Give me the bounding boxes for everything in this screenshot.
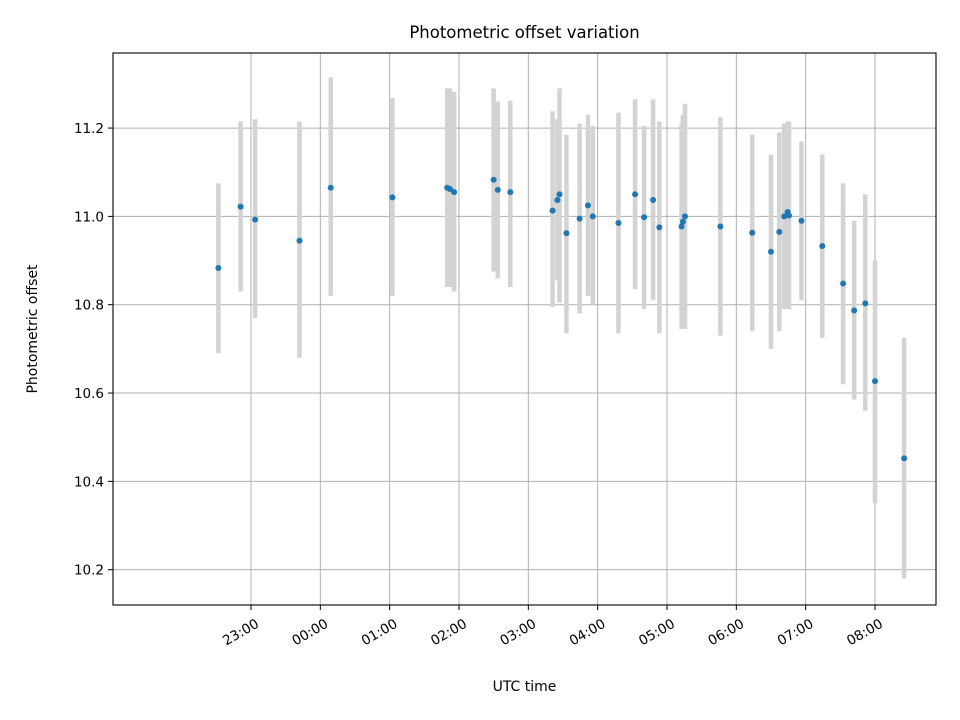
data-point <box>840 280 847 287</box>
grid <box>113 53 936 605</box>
x-tick-label: 01:00 <box>359 616 401 649</box>
data-point <box>296 237 303 244</box>
x-tick-label: 02:00 <box>428 616 470 649</box>
plot-frame <box>112 52 937 606</box>
data-point <box>819 242 826 249</box>
data-point <box>641 214 648 221</box>
data-point <box>446 186 453 193</box>
data-point <box>584 202 591 209</box>
data-point <box>871 378 878 385</box>
y-tick-label: 10.8 <box>74 298 104 314</box>
data-point <box>494 186 501 193</box>
data-point <box>678 223 685 230</box>
y-axis-label: Photometric offset <box>25 264 41 394</box>
data-point <box>215 265 222 272</box>
y-tick-label: 11.0 <box>74 209 104 225</box>
data-point <box>327 184 334 191</box>
x-tick-label: 23:00 <box>220 616 262 649</box>
x-tick-label: 00:00 <box>289 616 331 649</box>
data-point <box>717 223 724 230</box>
data-point <box>237 203 244 210</box>
y-tick-label: 10.2 <box>74 563 104 579</box>
data-point <box>563 230 570 237</box>
data-point <box>776 228 783 235</box>
data-point <box>490 176 497 183</box>
data-point <box>901 455 908 462</box>
data-point <box>632 191 639 198</box>
data-point <box>615 220 622 227</box>
y-axis: 10.2 10.4 10.6 10.8 11.0 11.2 <box>74 121 113 579</box>
y-tick-label: 10.6 <box>74 386 104 402</box>
x-tick-label: 08:00 <box>844 616 886 649</box>
data-point <box>781 213 788 220</box>
x-tick-label: 07:00 <box>775 616 817 649</box>
data-point <box>389 194 396 201</box>
data-point <box>556 191 563 198</box>
data-point <box>451 189 458 196</box>
data-point <box>851 307 858 314</box>
x-tick-label: 06:00 <box>705 616 747 649</box>
data-point <box>576 215 583 222</box>
error-bars <box>216 77 907 579</box>
data-point <box>656 224 663 231</box>
data-points <box>215 176 908 462</box>
data-point <box>589 213 596 220</box>
x-tick-label: 04:00 <box>567 616 609 649</box>
data-point <box>679 218 686 225</box>
x-tick-label: 05:00 <box>636 616 678 649</box>
data-point <box>682 213 689 220</box>
x-axis: 23:00 00:00 01:00 02:00 03:00 04:00 05:00 06:00… <box>220 605 886 649</box>
x-axis-label: UTC time <box>493 679 557 695</box>
data-point <box>749 229 756 236</box>
data-point <box>549 207 556 214</box>
data-point <box>507 189 514 196</box>
data-point <box>798 217 805 224</box>
x-tick-label: 03:00 <box>497 616 539 649</box>
data-point <box>252 216 259 223</box>
y-tick-label: 11.2 <box>74 121 104 137</box>
chart-title: Photometric offset variation <box>409 23 639 42</box>
data-point <box>650 197 657 204</box>
data-point <box>862 300 869 307</box>
data-point <box>786 212 793 219</box>
y-tick-label: 10.4 <box>74 474 104 490</box>
data-point <box>767 248 774 255</box>
data-point <box>554 197 561 204</box>
